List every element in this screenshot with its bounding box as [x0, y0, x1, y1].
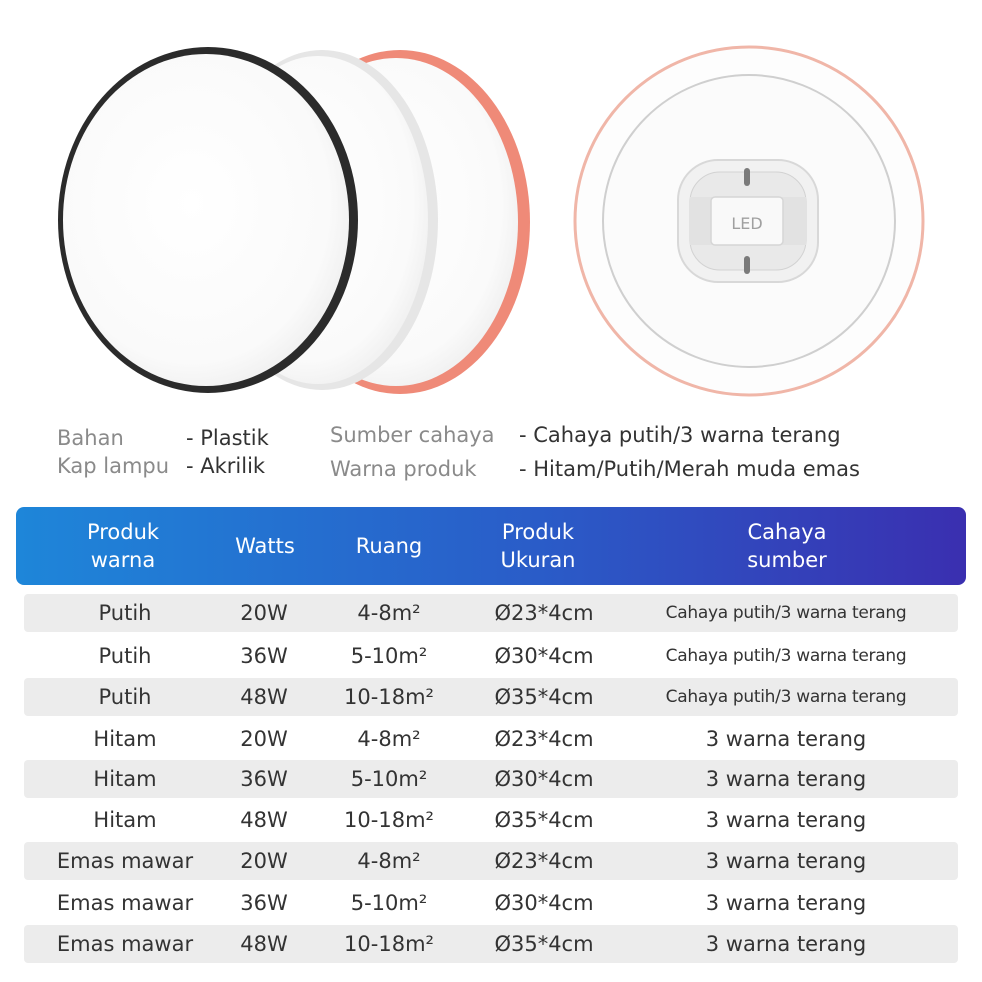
header-light-source: Cahaya sumber	[747, 520, 827, 572]
cell-room: 5-10m²	[350, 644, 428, 668]
cell-size: Ø30*4cm	[494, 767, 594, 791]
cell-size: Ø30*4cm	[494, 644, 594, 668]
specifications: Bahan - Plastik Kap lampu - Akrilik Sumb…	[0, 420, 982, 500]
cell-color: Hitam	[93, 808, 157, 832]
spec-value-material: - Plastik	[186, 426, 269, 450]
cell-color: Emas mawar	[56, 891, 194, 915]
spec-label-product-color: Warna produk	[330, 457, 477, 481]
cell-color: Putih	[98, 685, 152, 709]
cell-light-source: 3 warna terang	[705, 891, 867, 915]
cell-color: Emas mawar	[56, 849, 194, 873]
table-row: Putih 48W 10-18m² Ø35*4cm Cahaya putih/3 war…	[24, 678, 958, 716]
cell-light-source: Cahaya putih/3 warna terang	[665, 603, 907, 623]
table-row: Hitam 20W 4-8m² Ø23*4cm 3 warna terang	[24, 720, 958, 758]
cell-color: Putih	[98, 601, 152, 625]
table-header: Produk warna Watts Ruang Produk Ukuran C…	[16, 507, 966, 585]
cell-light-source: 3 warna terang	[705, 727, 867, 751]
cell-room: 10-18m²	[344, 685, 434, 709]
cell-size: Ø30*4cm	[494, 891, 594, 915]
cell-room: 10-18m²	[344, 808, 434, 832]
table-row: Emas mawar 48W 10-18m² Ø35*4cm 3 warna teran…	[24, 925, 958, 963]
cell-size: Ø35*4cm	[494, 808, 594, 832]
cell-watts: 48W	[240, 808, 288, 832]
cell-watts: 48W	[240, 685, 288, 709]
cell-watts: 20W	[240, 601, 288, 625]
cell-light-source: Cahaya putih/3 warna terang	[665, 687, 907, 707]
spec-value-shade: - Akrilik	[186, 454, 266, 478]
black-lamp	[58, 47, 358, 393]
cell-light-source: 3 warna terang	[705, 808, 867, 832]
spec-label-shade: Kap lampu	[57, 454, 170, 478]
table-row: Putih 36W 5-10m² Ø30*4cm Cahaya putih/3 warn…	[24, 637, 958, 675]
spec-value-product-color: - Hitam/Putih/Merah muda emas	[519, 457, 860, 481]
cell-color: Hitam	[93, 727, 157, 751]
table-row: Hitam 48W 10-18m² Ø35*4cm 3 warna terang	[24, 801, 958, 839]
cell-room: 10-18m²	[344, 932, 434, 956]
spec-label-material: Bahan	[57, 426, 124, 450]
cell-watts: 20W	[240, 727, 288, 751]
led-label: LED	[731, 214, 762, 233]
cell-size: Ø23*4cm	[494, 601, 594, 625]
spec-label-light-source: Sumber cahaya	[330, 423, 495, 447]
cell-room: 5-10m²	[350, 767, 428, 791]
cell-size: Ø23*4cm	[494, 849, 594, 873]
cell-light-source: Cahaya putih/3 warna terang	[665, 646, 907, 666]
cell-size: Ø35*4cm	[494, 932, 594, 956]
cell-watts: 36W	[240, 767, 288, 791]
table-row: Emas mawar 20W 4-8m² Ø23*4cm 3 warna terang	[24, 842, 958, 880]
cell-light-source: 3 warna terang	[705, 767, 867, 791]
table-row: Putih 20W 4-8m² Ø23*4cm Cahaya putih/3 warna…	[24, 594, 958, 632]
product-image: LED	[58, 45, 925, 397]
spec-value-light-source: - Cahaya putih/3 warna terang	[519, 423, 841, 447]
cell-watts: 20W	[240, 849, 288, 873]
cell-light-source: 3 warna terang	[705, 849, 867, 873]
header-color: Produk warna	[86, 520, 160, 572]
lamp-back-view	[573, 45, 925, 397]
cell-room: 4-8m²	[357, 601, 421, 625]
header-room: Ruang	[355, 534, 423, 558]
cell-watts: 48W	[240, 932, 288, 956]
cell-room: 5-10m²	[350, 891, 428, 915]
cell-room: 4-8m²	[357, 849, 421, 873]
cell-room: 4-8m²	[357, 727, 421, 751]
cell-watts: 36W	[240, 891, 288, 915]
cell-watts: 36W	[240, 644, 288, 668]
header-watts: Watts	[235, 534, 295, 558]
cell-size: Ø23*4cm	[494, 727, 594, 751]
cell-color: Putih	[98, 644, 152, 668]
cell-light-source: 3 warna terang	[705, 932, 867, 956]
cell-color: Emas mawar	[56, 932, 194, 956]
cell-size: Ø35*4cm	[494, 685, 594, 709]
header-size: Produk Ukuran	[500, 520, 576, 572]
table-row: Hitam 36W 5-10m² Ø30*4cm 3 warna terang	[24, 760, 958, 798]
cell-color: Hitam	[93, 767, 157, 791]
table-row: Emas mawar 36W 5-10m² Ø30*4cm 3 warna terang	[24, 884, 958, 922]
